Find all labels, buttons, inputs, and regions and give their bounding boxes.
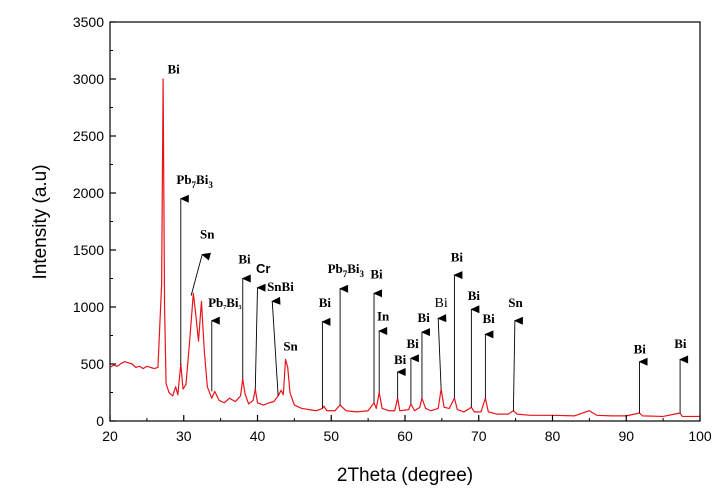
peak-arrow bbox=[254, 283, 266, 390]
y-tick-label: 3000 bbox=[73, 71, 104, 87]
peak-label: Pb7Bi3 bbox=[176, 172, 213, 190]
y-axis-title: Intensity (a.u) bbox=[30, 164, 51, 279]
peak-label: In bbox=[377, 309, 390, 324]
xrd-pattern-line-0 bbox=[109, 78, 700, 418]
peak-arrow bbox=[190, 252, 211, 296]
x-tick-label: 80 bbox=[545, 428, 561, 444]
peak-label: Bi bbox=[394, 352, 407, 367]
x-tick-label: 30 bbox=[176, 428, 192, 444]
y-tick-label: 500 bbox=[81, 356, 105, 372]
x-tick-label: 100 bbox=[688, 428, 712, 444]
peak-label: Bi bbox=[168, 61, 181, 76]
peak-label: Bi bbox=[674, 336, 687, 351]
peak-label: Bi bbox=[468, 288, 481, 303]
peak-arrow bbox=[271, 296, 281, 396]
peak-label: Bi bbox=[634, 342, 647, 357]
y-tick-label: 0 bbox=[96, 413, 104, 429]
series-layer bbox=[109, 78, 700, 418]
peak-label: Bi bbox=[238, 252, 251, 267]
y-tick-label: 1500 bbox=[73, 242, 104, 258]
peak-label: Bi bbox=[435, 296, 448, 311]
peak-label: Bi bbox=[451, 249, 464, 264]
peak-arrow bbox=[437, 314, 447, 390]
y-tick-label: 3500 bbox=[73, 14, 104, 30]
x-tick-label: 50 bbox=[323, 428, 339, 444]
axes-layer: 20 30 40 50 60 70 80 90 100050010001500200025003… bbox=[73, 14, 712, 444]
x-tick-label: 70 bbox=[471, 428, 487, 444]
y-tick-label: 1000 bbox=[73, 299, 104, 315]
y-tick-label: 2500 bbox=[73, 128, 104, 144]
x-tick-label: 90 bbox=[618, 428, 634, 444]
y-tick-label: 2000 bbox=[73, 185, 104, 201]
peak-label: Bi bbox=[370, 267, 383, 282]
peak-label: Sn bbox=[508, 295, 523, 310]
x-tick-label: 40 bbox=[250, 428, 266, 444]
peak-label: Pb7Bi3 bbox=[208, 295, 241, 311]
peak-label: Bi bbox=[482, 311, 495, 326]
peak-label: Bi bbox=[406, 336, 419, 351]
x-tick-label: 60 bbox=[397, 428, 413, 444]
peak-arrow bbox=[512, 316, 523, 411]
peak-label: Pb7Bi3 bbox=[328, 261, 365, 279]
peak-label: Sn bbox=[200, 227, 215, 242]
peak-label: SnBi bbox=[267, 279, 294, 294]
peak-label: Bi bbox=[418, 310, 431, 325]
x-tick-label: 20 bbox=[102, 428, 118, 444]
peak-label: Sn bbox=[283, 338, 298, 353]
peak-label: Cr bbox=[256, 261, 270, 276]
peak-label: Bi bbox=[319, 295, 332, 310]
x-axis-title: 2Theta (degree) bbox=[337, 465, 473, 486]
